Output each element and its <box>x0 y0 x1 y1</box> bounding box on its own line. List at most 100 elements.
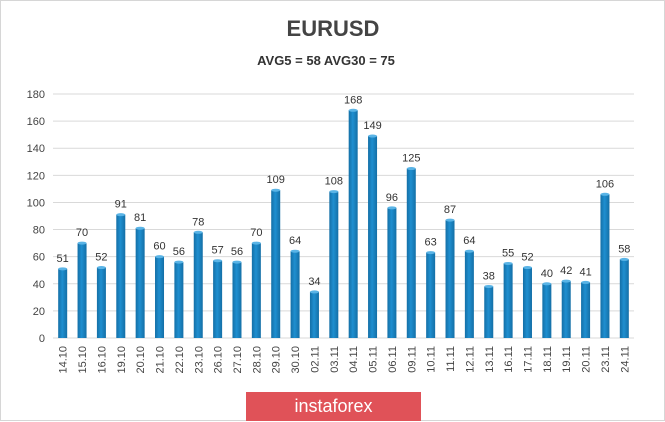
bar-top <box>329 190 339 194</box>
bar <box>193 232 203 338</box>
x-tick-label: 29.10 <box>271 346 283 374</box>
x-tick-label: 20.11 <box>581 346 593 373</box>
bar <box>309 291 319 338</box>
x-tick-label: 14.10 <box>58 346 70 374</box>
y-tick-label: 120 <box>27 170 45 182</box>
bar <box>290 251 300 338</box>
bar-top <box>368 134 378 138</box>
chart-subtitle: AVG5 = 58 AVG30 = 75 <box>257 53 395 68</box>
x-axis: 14.10 15.10 16.10 19.10 20.10 21.10 22.10 23.10… <box>58 346 632 374</box>
y-tick-label: 20 <box>33 306 45 318</box>
watermark-text: instaforex <box>294 396 373 416</box>
bar-top <box>406 167 416 171</box>
x-tick-label: 23.10 <box>193 346 205 374</box>
bar <box>232 262 242 338</box>
bar <box>368 136 378 338</box>
data-label: 108 <box>325 176 343 188</box>
data-label: 60 <box>153 241 165 253</box>
bar-top <box>174 260 184 264</box>
data-label: 51 <box>57 253 69 265</box>
bar <box>155 256 165 338</box>
data-label: 106 <box>596 178 614 190</box>
bar-top <box>77 241 87 245</box>
bar-top <box>542 282 552 286</box>
bar <box>522 267 532 338</box>
data-label: 58 <box>618 243 630 255</box>
y-tick-label: 40 <box>33 279 45 291</box>
x-tick-label: 16.11 <box>503 346 515 373</box>
x-tick-label: 16.10 <box>96 346 108 374</box>
bar <box>561 281 571 338</box>
data-label: 56 <box>173 246 185 258</box>
bar-top <box>271 188 281 192</box>
bar-top <box>116 213 126 217</box>
x-tick-label: 22.10 <box>174 346 186 374</box>
bar <box>96 267 106 338</box>
x-tick-label: 19.10 <box>116 346 128 374</box>
x-tick-label: 02.11 <box>309 346 321 373</box>
x-tick-label: 09.11 <box>406 346 418 373</box>
bar <box>77 243 87 338</box>
bar <box>174 262 184 338</box>
x-tick-label: 04.11 <box>348 346 360 373</box>
data-label: 55 <box>502 247 514 259</box>
bar <box>213 260 223 338</box>
bar <box>271 190 281 338</box>
bar <box>329 191 339 338</box>
bar-top <box>135 226 145 230</box>
instaforex-watermark: instaforex <box>246 392 421 421</box>
bar-top <box>155 255 165 259</box>
data-label: 63 <box>425 237 437 249</box>
y-tick-label: 0 <box>39 333 45 345</box>
bar-top <box>503 261 513 265</box>
data-label: 42 <box>560 265 572 277</box>
x-tick-label: 12.11 <box>464 346 476 373</box>
bar-top <box>193 230 203 234</box>
y-tick-label: 80 <box>33 225 45 237</box>
bar-top <box>561 279 571 283</box>
bar-top <box>619 257 629 261</box>
y-tick-label: 160 <box>27 116 45 128</box>
x-tick-label: 15.10 <box>77 346 89 374</box>
bar <box>600 194 610 338</box>
bar-top <box>522 266 532 270</box>
x-tick-label: 13.11 <box>484 346 496 373</box>
bar <box>406 168 416 338</box>
data-label: 52 <box>521 252 533 264</box>
bar <box>464 251 474 338</box>
bar <box>135 228 145 338</box>
x-tick-label: 18.11 <box>542 346 554 373</box>
data-label: 64 <box>463 235 475 247</box>
data-label: 109 <box>267 174 285 186</box>
bar <box>445 220 455 338</box>
bar <box>426 252 436 338</box>
data-label: 96 <box>386 192 398 204</box>
x-tick-label: 20.10 <box>135 346 147 374</box>
data-label: 70 <box>76 227 88 239</box>
bar-top <box>309 290 319 294</box>
bar-top <box>232 260 242 264</box>
x-tick-label: 03.11 <box>329 346 341 373</box>
x-tick-label: 27.10 <box>232 346 244 374</box>
x-tick-label: 11.11 <box>445 346 457 372</box>
bar <box>581 282 591 338</box>
y-tick-label: 180 <box>27 89 45 101</box>
x-tick-label: 05.11 <box>368 346 380 373</box>
bar <box>387 207 397 338</box>
bar <box>348 110 358 339</box>
data-label: 57 <box>211 245 223 257</box>
x-tick-label: 26.10 <box>213 346 225 374</box>
data-label: 34 <box>308 276 320 288</box>
data-label: 56 <box>231 246 243 258</box>
data-label: 64 <box>289 235 301 247</box>
bar-top <box>348 108 358 112</box>
bar-top <box>213 259 223 263</box>
x-tick-label: 19.11 <box>561 346 573 373</box>
y-tick-label: 140 <box>27 143 45 155</box>
y-tick-label: 100 <box>27 197 45 209</box>
data-label: 41 <box>579 266 591 278</box>
x-tick-label: 30.10 <box>290 346 302 374</box>
chart-title: EURUSD <box>287 16 380 41</box>
